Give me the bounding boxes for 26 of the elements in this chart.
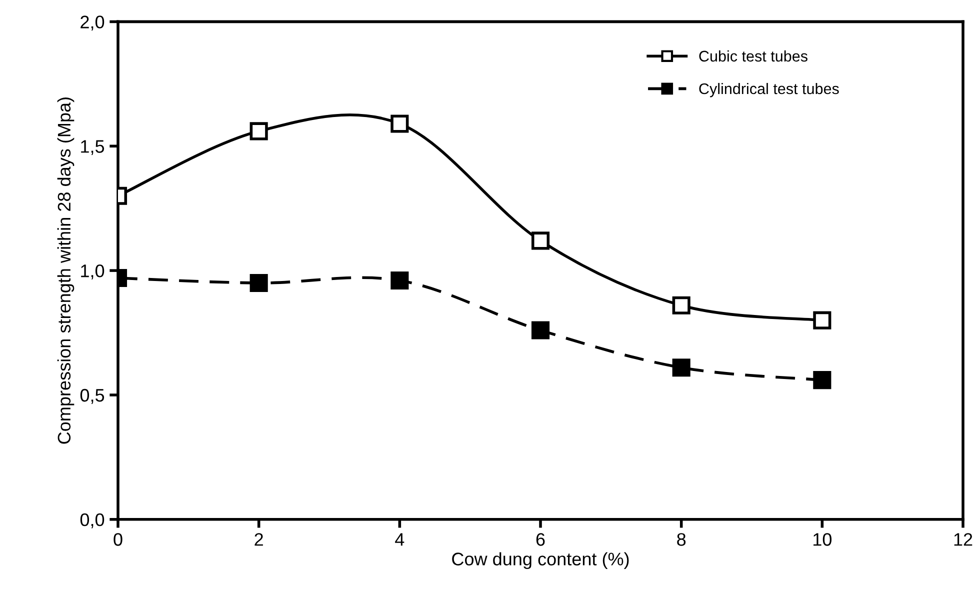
x-axis-title: Cow dung content (%) (452, 552, 629, 570)
y-tick-label: 0,5 (80, 388, 104, 404)
y-tick-label: 0,0 (80, 513, 104, 528)
x-tick-label: 12 (954, 533, 972, 546)
x-tick-label: 8 (677, 533, 686, 546)
x-tick-label: 6 (536, 533, 545, 546)
x-tick-label: 0 (114, 533, 122, 546)
y-tick-label: 1,5 (81, 140, 104, 155)
point (672, 358, 690, 377)
point (531, 321, 550, 340)
point (813, 371, 832, 390)
x-tick-label: 4 (395, 533, 404, 546)
y-tick-label: 1,0 (81, 264, 104, 280)
point (390, 271, 409, 290)
y-tick-label: 2,0 (80, 16, 104, 31)
x-tick-label: 2 (254, 533, 263, 546)
point (672, 296, 690, 314)
y-axis-title: Compression strength within 28 days (Mpa) (57, 98, 74, 444)
legend-label: Cubic test tubes (699, 50, 808, 62)
point (250, 122, 268, 140)
point (813, 311, 832, 330)
point (390, 114, 409, 133)
point (531, 232, 550, 250)
point (250, 274, 268, 292)
legend-label: Cylindrical test tubes (699, 82, 839, 98)
x-tick-label: 10 (814, 533, 832, 546)
